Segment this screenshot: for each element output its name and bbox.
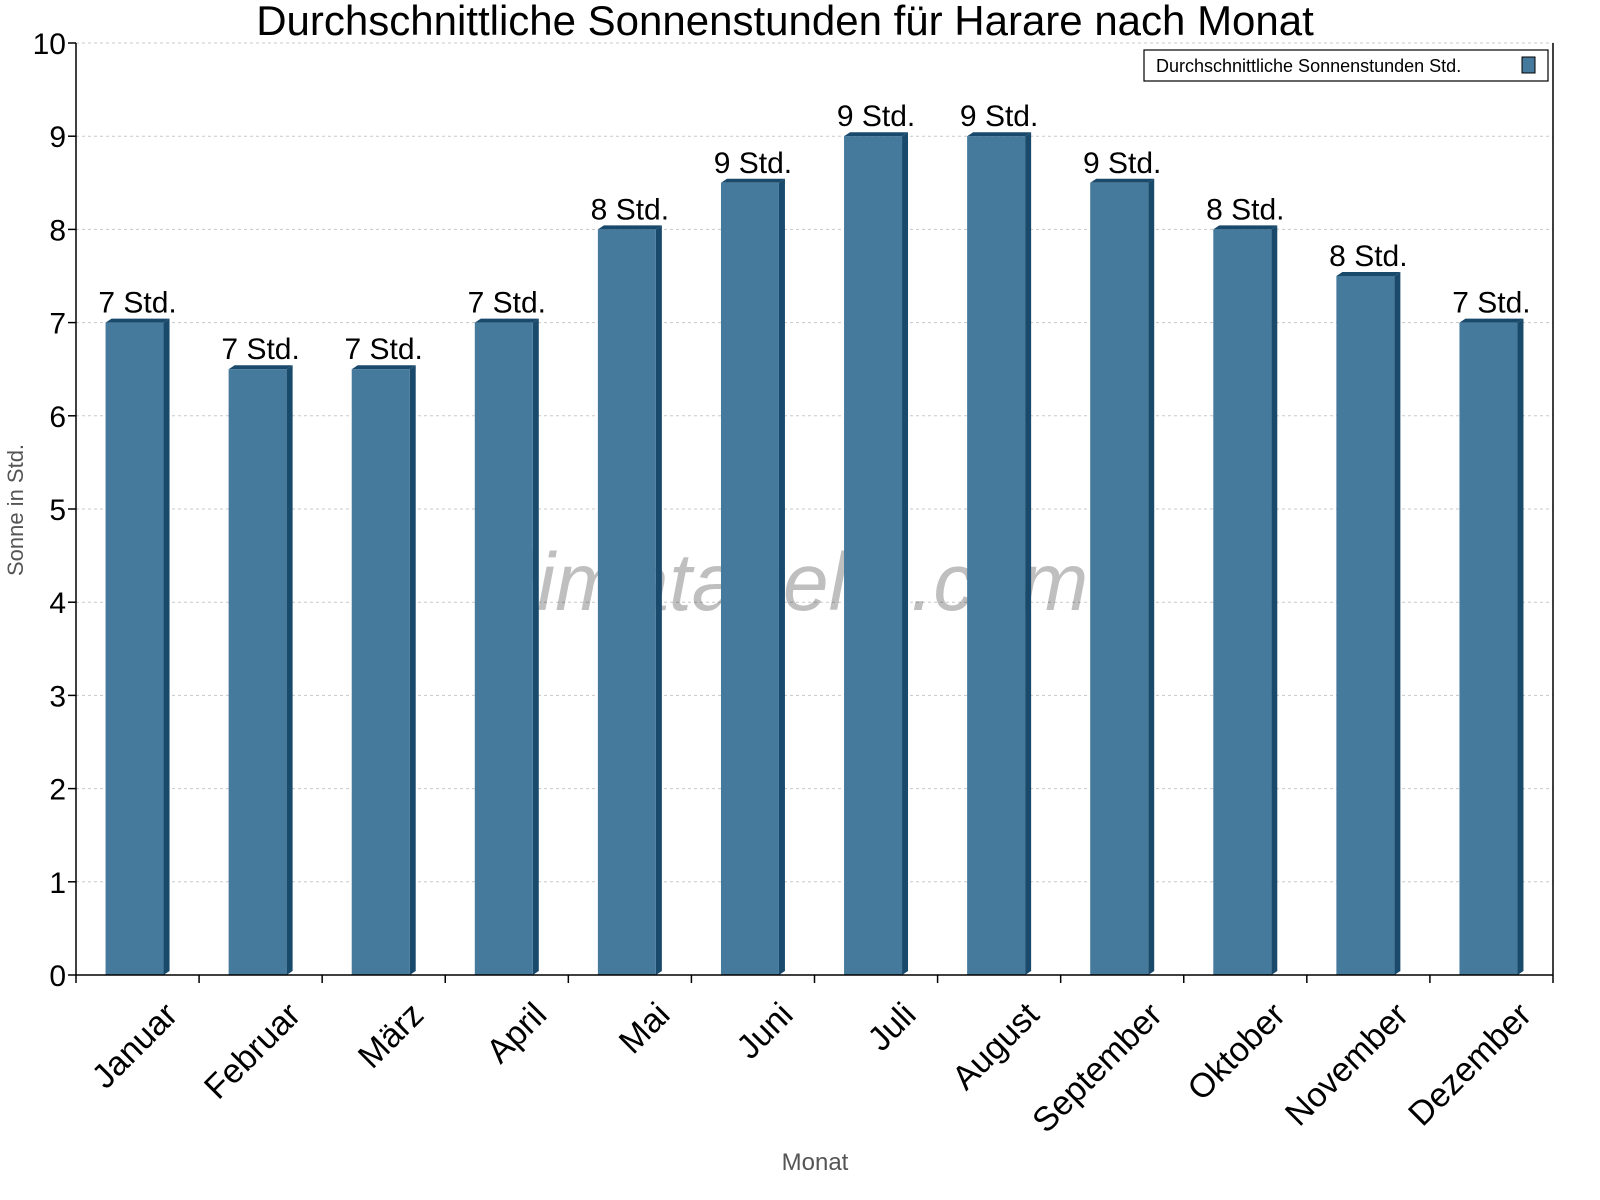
bar-side [409,365,416,975]
bar-side [163,318,170,976]
grid-lines [76,42,1553,883]
bar-top [105,318,170,323]
x-tick-label: Mai [612,996,678,1062]
y-tick-label: 3 [49,680,66,713]
x-tick-label: September [1025,996,1169,1140]
legend-box [1143,49,1549,82]
bar [474,322,533,976]
bar [1336,276,1395,975]
data-label: 7 Std. [221,333,299,366]
x-tick-label: August [945,995,1047,1097]
y-tick-label: 4 [49,587,66,620]
bar-side [1148,178,1155,976]
bar-top [720,178,785,183]
bar-top [597,225,662,230]
bar-side [1025,132,1032,975]
y-tick-label: 6 [49,401,66,434]
bar [597,229,656,975]
x-tick-label: Juni [729,996,800,1067]
legend-swatch [1521,56,1536,74]
bar-top [351,365,416,370]
bar [105,322,164,976]
bar [1090,182,1149,976]
x-axis-label: Monat [782,1149,849,1176]
bar-side [1394,272,1401,975]
data-label: 9 Std. [960,100,1038,133]
data-label: 9 Std. [714,147,792,180]
legend-label: Durchschnittliche Sonnenstunden Std. [1156,56,1461,76]
data-label: 8 Std. [591,193,669,226]
data-label: 8 Std. [1329,240,1407,273]
bar [967,136,1026,975]
x-tick-label: April [479,996,554,1071]
y-tick-label: 5 [49,494,66,527]
y-tick-label: 8 [49,214,66,247]
data-label: 8 Std. [1206,193,1284,226]
bar-side [902,132,909,975]
chart-title: Durchschnittliche Sonnenstunden für Hara… [256,0,1314,44]
data-label: 7 Std. [98,287,176,320]
data-label: 7 Std. [345,333,423,366]
data-label: 9 Std. [837,100,915,133]
x-tick-label: März [351,996,431,1076]
bar-side [778,178,785,976]
y-tick-label: 9 [49,121,66,154]
legend: Durchschnittliche Sonnenstunden Std. [1143,49,1549,82]
bar-top [1459,318,1524,323]
x-tick-label: Januar [85,996,185,1096]
bar-top [228,365,293,370]
data-label: 7 Std. [468,287,546,320]
bar [228,369,287,975]
data-label: 9 Std. [1083,147,1161,180]
bar-side [286,365,293,975]
bar-top [1336,272,1401,276]
bar [1213,229,1272,975]
data-label: 7 Std. [1452,287,1530,320]
bar-side [1517,318,1524,976]
bar-top [967,132,1032,137]
y-tick-label: 7 [49,308,66,341]
bar [844,136,903,975]
y-tick-label: 1 [49,867,66,900]
y-axis-label: Sonne in Std. [3,444,28,576]
bar [351,369,410,975]
x-tick-label: November [1278,996,1416,1134]
x-tick-label: Juli [861,996,924,1059]
y-tick-label: 2 [49,774,66,807]
bar-side [532,318,539,976]
bar-top [474,318,539,323]
bar-top [844,132,909,137]
bar [1459,322,1518,976]
y-tick-label: 0 [49,960,66,993]
bar [720,182,779,976]
bar-top [1090,178,1155,183]
bars: 7 Std. 7 Std. 7 Std. 7 Std. 8 Std. 9 Std. 9 St… [98,100,1531,976]
x-tick-label: Februar [197,996,308,1107]
bar-top [1213,225,1278,230]
y-tick-label: 10 [33,28,66,61]
x-tick-label: Oktober [1180,996,1292,1108]
bar-side [655,225,662,975]
bar-side [1271,225,1278,975]
x-tick-label: Dezember [1401,996,1539,1134]
